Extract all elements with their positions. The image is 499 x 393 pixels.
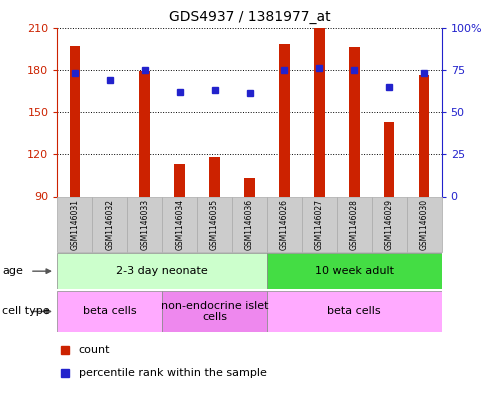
Bar — [92, 196, 127, 252]
Bar — [232, 196, 267, 252]
Bar — [175, 164, 185, 196]
Text: GSM1146033: GSM1146033 — [140, 199, 149, 250]
Bar — [244, 178, 254, 196]
Text: GSM1146031: GSM1146031 — [70, 199, 79, 250]
Text: GSM1146034: GSM1146034 — [175, 199, 184, 250]
Text: GSM1146030: GSM1146030 — [420, 199, 429, 250]
Bar — [162, 196, 197, 252]
Text: GSM1146029: GSM1146029 — [385, 199, 394, 250]
Bar — [162, 291, 267, 332]
Bar — [407, 196, 442, 252]
Bar — [57, 253, 267, 289]
Title: GDS4937 / 1381977_at: GDS4937 / 1381977_at — [169, 10, 330, 24]
Text: 10 week adult: 10 week adult — [315, 266, 394, 276]
Text: percentile rank within the sample: percentile rank within the sample — [78, 368, 266, 378]
Text: count: count — [78, 345, 110, 355]
Text: GSM1146036: GSM1146036 — [245, 199, 254, 250]
Text: GSM1146035: GSM1146035 — [210, 199, 219, 250]
Bar — [267, 196, 302, 252]
Bar — [57, 196, 92, 252]
Bar — [372, 196, 407, 252]
Bar — [197, 196, 232, 252]
Bar — [349, 47, 359, 196]
Text: GSM1146032: GSM1146032 — [105, 199, 114, 250]
Text: beta cells: beta cells — [83, 307, 137, 316]
Text: cell type: cell type — [2, 307, 50, 316]
Bar — [69, 46, 80, 196]
Bar — [419, 75, 429, 196]
Text: 2-3 day neonate: 2-3 day neonate — [116, 266, 208, 276]
Bar — [127, 196, 162, 252]
Bar — [384, 122, 394, 196]
Bar — [267, 253, 442, 289]
Bar — [302, 196, 337, 252]
Bar — [57, 291, 162, 332]
Bar — [267, 291, 442, 332]
Text: beta cells: beta cells — [327, 307, 381, 316]
Text: age: age — [2, 266, 23, 276]
Bar — [279, 44, 289, 196]
Text: GSM1146026: GSM1146026 — [280, 199, 289, 250]
Bar — [210, 157, 220, 196]
Text: GSM1146027: GSM1146027 — [315, 199, 324, 250]
Bar — [337, 196, 372, 252]
Bar — [314, 28, 324, 196]
Text: GSM1146028: GSM1146028 — [350, 199, 359, 250]
Text: non-endocrine islet
cells: non-endocrine islet cells — [161, 301, 268, 322]
Bar — [140, 71, 150, 196]
